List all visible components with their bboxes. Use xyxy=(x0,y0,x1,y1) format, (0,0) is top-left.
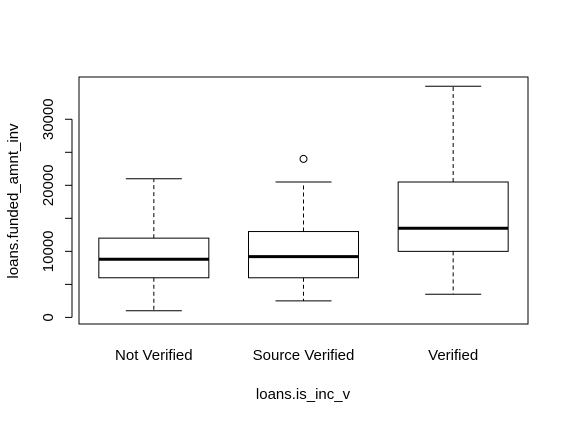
x-axis: Not Verified Source Verified Verified xyxy=(115,347,478,364)
plot-border xyxy=(78,76,529,325)
y-tick-label: 0 xyxy=(40,313,57,321)
plot-frame xyxy=(78,76,529,325)
y-tick-label: 30000 xyxy=(40,98,57,140)
y-axis: 0 10000 20000 30000 xyxy=(40,98,73,322)
box-verified xyxy=(397,85,509,295)
boxes-group xyxy=(98,85,509,312)
x-tick-label: Not Verified xyxy=(115,347,193,364)
y-axis-label: loans.funded_amnt_inv xyxy=(5,123,22,279)
box-not-verified xyxy=(98,178,210,312)
iqr-box xyxy=(248,231,359,279)
y-tick-label: 10000 xyxy=(40,230,57,272)
y-tick-label: 20000 xyxy=(40,164,57,206)
x-tick-label: Source Verified xyxy=(253,347,355,364)
outlier-point xyxy=(299,154,308,163)
x-tick-label: Verified xyxy=(428,347,478,364)
box-source-verified xyxy=(248,154,359,302)
iqr-box xyxy=(397,181,509,252)
x-axis-label: loans.is_inc_v xyxy=(256,386,351,403)
